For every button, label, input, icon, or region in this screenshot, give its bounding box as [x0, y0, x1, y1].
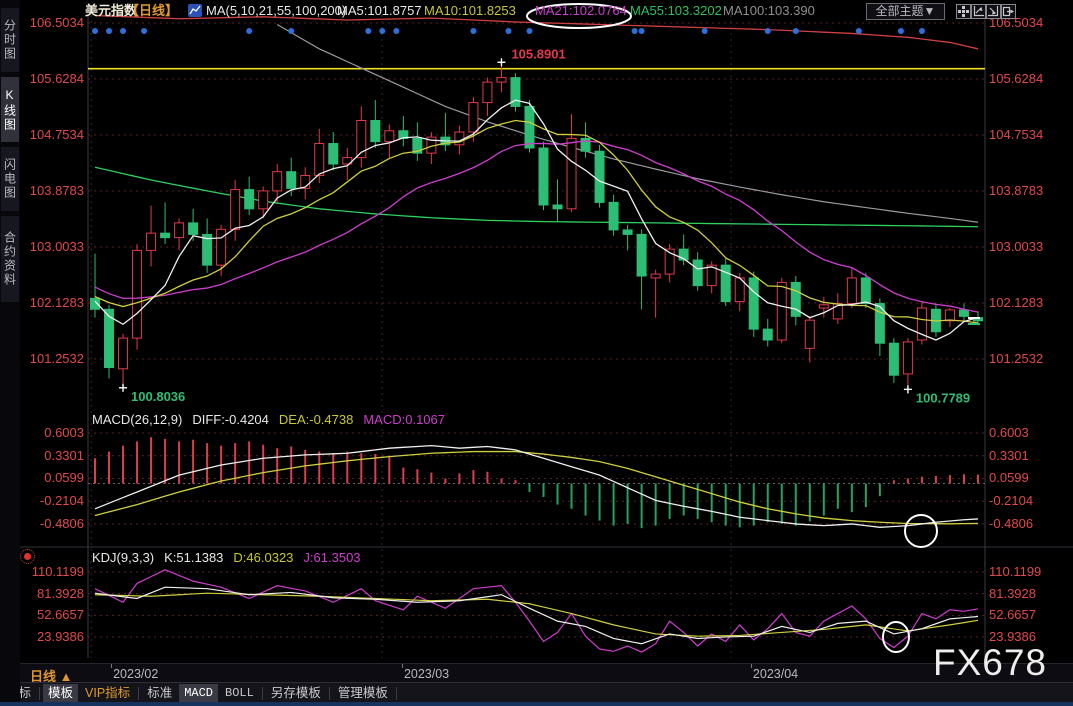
- toolbar-tab-5[interactable]: MACD: [179, 684, 219, 703]
- toolbar-tab-7[interactable]: 另存模板: [270, 686, 321, 700]
- theme-dropdown-button[interactable]: 全部主题▼: [866, 3, 945, 20]
- y-axis-label: 102.1283: [989, 295, 1044, 310]
- y-axis-label: 52.6657: [989, 607, 1036, 623]
- toolbar-separator: [328, 687, 330, 700]
- y-axis-label: -0.4806: [989, 516, 1034, 531]
- y-axis-label: 103.8783: [29, 183, 84, 198]
- date-label: 2023/03: [403, 667, 450, 681]
- toolbar-tab-4[interactable]: 标准: [147, 686, 173, 700]
- crosshair-icon[interactable]: [956, 4, 971, 19]
- y-axis-label: 106.5034: [29, 15, 84, 30]
- y-axis-label: 103.0033: [989, 239, 1044, 254]
- ma100-value: MA100:103.390: [723, 3, 815, 18]
- y-axis-label: 81.3928: [37, 585, 84, 601]
- y-axis-label: 101.2532: [29, 351, 84, 366]
- macd-header: MACD(26,12,9) DIFF:-0.4204 DEA:-0.4738 MAC…: [92, 412, 445, 427]
- y-axis-label: 103.8783: [989, 183, 1044, 198]
- alert-dot-icon[interactable]: [20, 549, 35, 564]
- y-axis-label: 101.2532: [989, 351, 1044, 366]
- y-axis-label: 23.9386: [37, 628, 84, 644]
- y-axis-label: 110.1199: [31, 564, 84, 579]
- svg-text:105.8901: 105.8901: [511, 46, 565, 61]
- date-label: 2023/02: [113, 667, 159, 681]
- left-sidebar: 分时图 K线图闪电图合约资料: [0, 0, 20, 706]
- line-chart-icon[interactable]: [188, 4, 202, 21]
- ma10-value: MA10:101.8253: [424, 3, 516, 18]
- sidebar-tab-3[interactable]: 闪电图: [1, 147, 19, 211]
- y-axis-label: 0.0599: [44, 470, 84, 486]
- toolbar-tab-3[interactable]: VIP指标: [85, 686, 131, 700]
- period-selector[interactable]: 日线 ▲: [30, 669, 73, 684]
- y-axis-label: -0.2104: [39, 493, 84, 509]
- sidebar-tab-4[interactable]: 合约资料: [1, 216, 19, 302]
- y-axis-label: 103.0033: [29, 239, 84, 254]
- y-axis-label: -0.4806: [39, 516, 84, 531]
- y-axis-label: 23.9386: [989, 628, 1036, 644]
- ma21-value: MA21:102.0764: [535, 3, 627, 18]
- sidebar-tab-2[interactable]: K线图: [1, 77, 19, 142]
- y-axis-label: -0.2104: [989, 493, 1034, 509]
- toolbar-tab-6[interactable]: BOLL: [225, 686, 254, 700]
- y-axis-label: 0.3301: [989, 447, 1029, 463]
- indicator-value-label: K:51.1383: [164, 550, 224, 565]
- date-tick: [750, 664, 752, 668]
- y-axis-label: 0.3301: [44, 447, 84, 463]
- ma55-value: MA55:103.3202: [630, 3, 722, 18]
- ma-params-label: MA(5,10,21,55,100,200): [206, 3, 347, 18]
- indicator-value-label: J:61.3503: [303, 550, 361, 565]
- y-axis-label: 0.6003: [989, 424, 1029, 440]
- indicator-value-label: DIFF:-0.4204: [192, 412, 269, 427]
- date-label: 2023/04: [752, 667, 799, 681]
- y-axis-label: 81.3928: [989, 585, 1036, 601]
- sidebar-tab-1[interactable]: 分时图: [1, 8, 19, 72]
- y-axis-label: 110.1199: [989, 564, 1042, 579]
- bottom-toolbar: 指标模板VIP指标标准MACDBOLL另存模板管理模板: [0, 682, 1073, 704]
- indicator-value-label: DEA:-0.4738: [278, 412, 354, 427]
- toolbar-separator: [395, 687, 397, 700]
- kdj-params-label: KDJ(9,3,3): [92, 550, 155, 565]
- y-axis-label: 102.1283: [29, 295, 84, 310]
- y-axis-label: 104.7534: [29, 127, 84, 142]
- toolbar-tab-2[interactable]: 模板: [43, 684, 79, 703]
- watermark: FX678: [933, 642, 1048, 683]
- y-axis-label: 0.6003: [44, 424, 84, 440]
- chart-header: 美元指数 【日线】 MA(5,10,21,55,100,200) MA5:101…: [0, 0, 1073, 22]
- date-tick: [111, 664, 113, 668]
- macd-params-label: MACD(26,12,9): [92, 412, 183, 427]
- y-axis-label: 0.0599: [989, 470, 1029, 486]
- svg-text:100.8036: 100.8036: [131, 389, 185, 404]
- ma5-value: MA5:101.8757: [337, 3, 422, 18]
- toolbar-separator: [138, 687, 140, 700]
- axis-scale-right-icon[interactable]: [986, 4, 1001, 19]
- toolbar-separator: [39, 687, 41, 700]
- y-axis-label: 104.7534: [989, 127, 1044, 142]
- y-axis-label: 105.6284: [29, 71, 84, 86]
- svg-text:100.7789: 100.7789: [916, 390, 970, 405]
- bottom-window-strip: [0, 702, 1073, 706]
- indicator-value-label: MACD:0.1067: [363, 412, 445, 427]
- kdj-header: KDJ(9,3,3) K:51.1383 D:46.0323 J:61.3503: [92, 550, 361, 565]
- indicator-value-label: D:46.0323: [233, 550, 294, 565]
- instrument-title: 美元指数: [85, 3, 138, 18]
- toolbar-tab-8[interactable]: 管理模板: [337, 686, 388, 700]
- pop-out-icon[interactable]: [1001, 4, 1016, 19]
- toolbar-separator: [261, 687, 263, 700]
- x-axis-row: 日线 ▲ 2023/02 2023/03 2023/04: [20, 663, 1073, 684]
- period-tag: 【日线】: [126, 3, 179, 18]
- date-tick: [401, 664, 403, 668]
- axis-scale-left-icon[interactable]: [971, 4, 986, 19]
- y-axis-label: 52.6657: [37, 607, 84, 623]
- y-axis-label: 105.6284: [989, 71, 1044, 86]
